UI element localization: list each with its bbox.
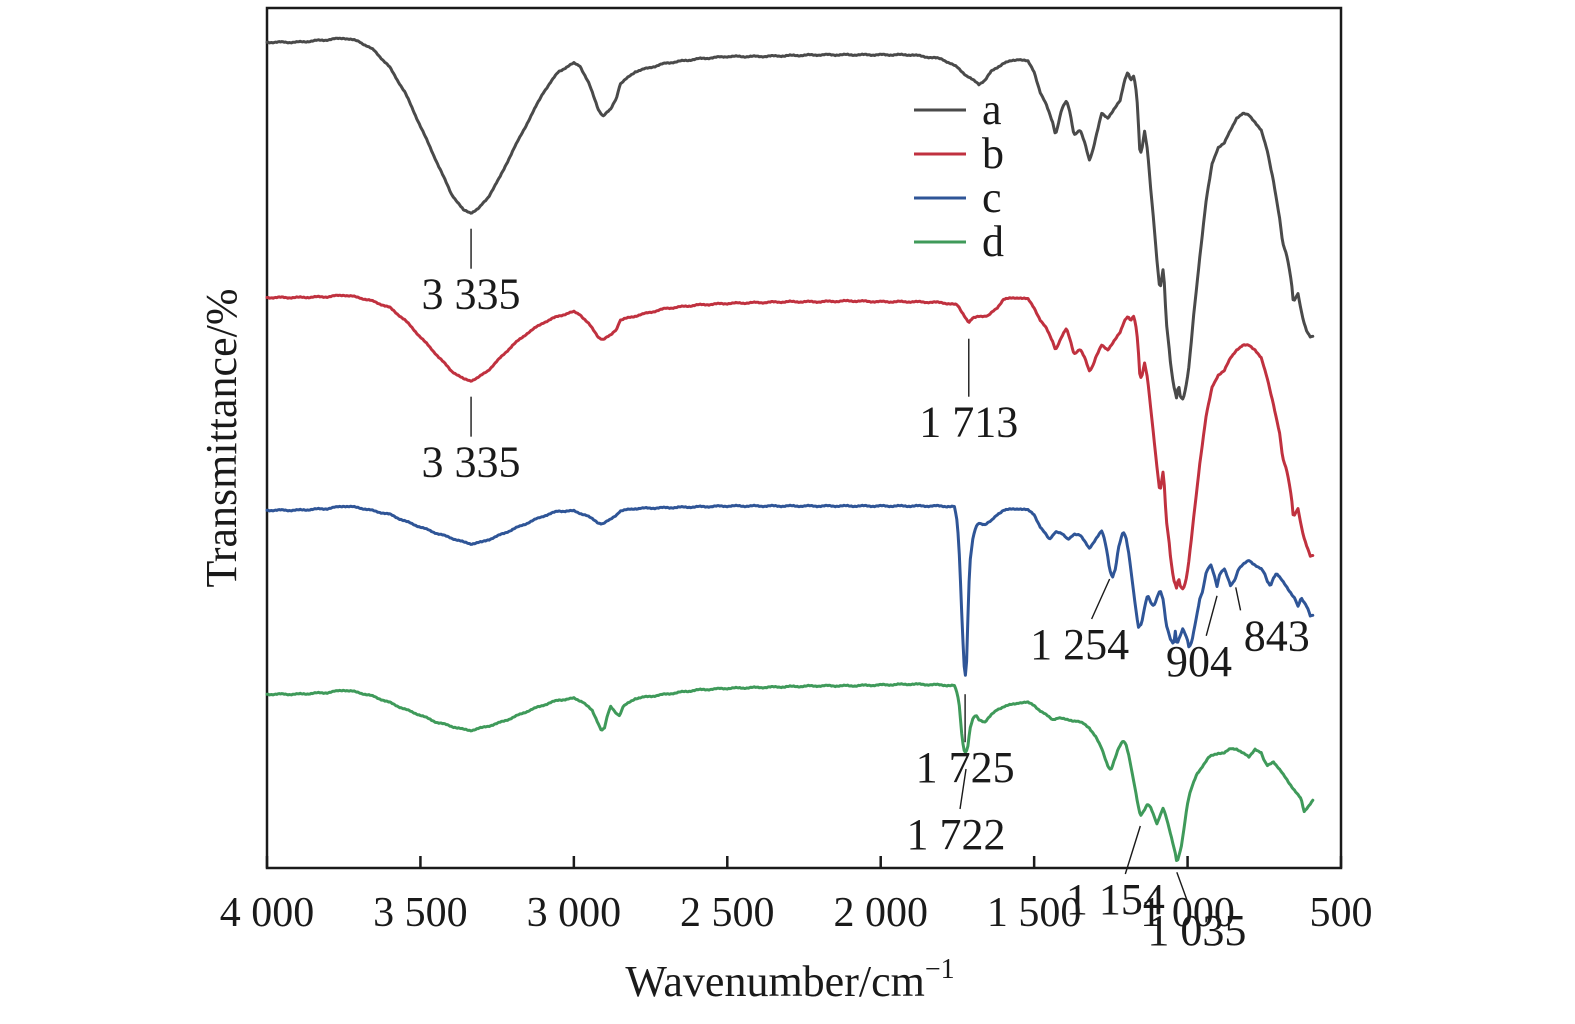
legend-label-a: a [982,85,1002,134]
peak-leader-line [1090,578,1111,620]
peak-leader-line [1235,587,1242,611]
x-tick-label: 500 [1310,890,1373,936]
peak-label: 1 725 [916,743,1015,792]
x-axis-title-superscript: −1 [925,954,955,985]
x-tick-label: 2 500 [680,890,775,936]
peak-label: 843 [1244,611,1310,660]
series-c-line [265,503,1315,677]
peak-label: 1 254 [1030,620,1129,669]
legend-label-d: d [982,217,1004,266]
peak-label: 3 335 [422,270,521,319]
peak-label: 1 035 [1147,906,1246,955]
y-axis-title: Transmittance/% [197,289,246,588]
peak-label: 904 [1166,637,1232,686]
peak-leader-line [959,768,967,810]
peak-leader-line [1176,871,1190,906]
series-a-line [265,36,1315,401]
x-axis-title-main: Wavenumber/cm [625,957,924,1006]
x-tick-label: 3 000 [527,890,622,936]
x-axis-title: Wavenumber/cm−1 [625,954,954,1006]
peak-label: 1 713 [919,398,1018,447]
series-group [265,36,1315,862]
plot-frame [265,6,1343,870]
peak-leader-line [1124,825,1141,875]
x-tick-label: 1 000 [1140,890,1235,936]
x-tick-label: 1 500 [987,890,1082,936]
x-tick-label: 4 000 [220,890,315,936]
peak-label: 3 335 [422,438,521,487]
x-axis: 4 000 3 500 3 000 2 500 2 000 1 500 1 000 500 [220,856,1373,936]
series-b-line [265,293,1315,591]
peak-label: 1 722 [907,810,1006,859]
series-d-line [265,682,1315,862]
peak-leader-line [1205,595,1218,636]
peak-label: 1 154 [1066,875,1165,924]
x-tick-label: 2 000 [833,890,928,936]
legend-label-b: b [982,129,1004,178]
legend-label-c: c [982,173,1002,222]
x-tick-label: 3 500 [373,890,468,936]
